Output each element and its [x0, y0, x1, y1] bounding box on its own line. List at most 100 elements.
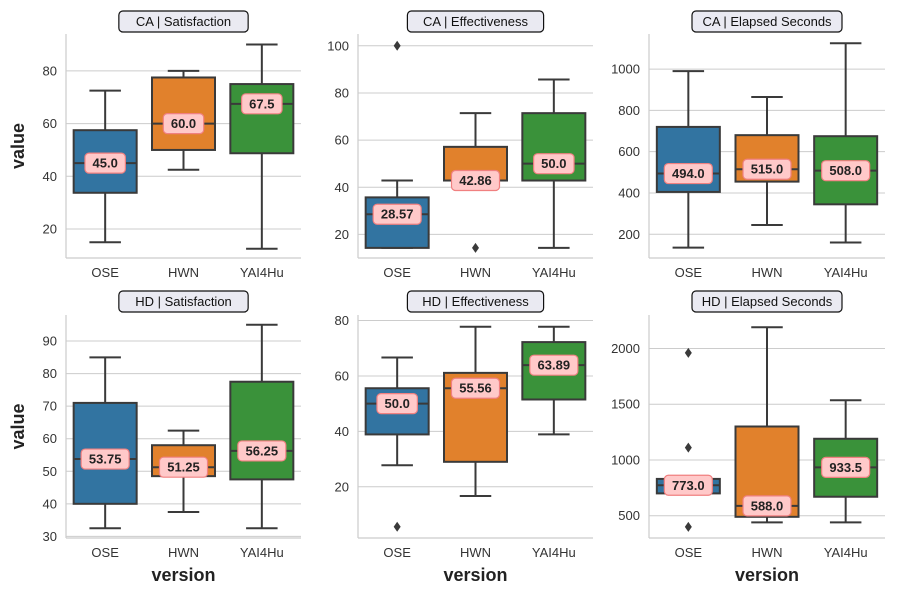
median-label-badge: [821, 456, 871, 478]
median-label: 63.89: [538, 358, 571, 373]
y-tick-label: 80: [43, 63, 57, 78]
y-tick-label: 2000: [611, 341, 640, 356]
y-tick-label: 40: [335, 424, 349, 439]
outlier-point: [393, 40, 401, 51]
box-hwn: 588.0: [734, 326, 800, 524]
y-tick-label: 80: [43, 366, 57, 381]
median-label-badge: [663, 162, 713, 185]
box-hwn: 60.0: [151, 69, 216, 171]
panel-title-badge: [691, 10, 843, 33]
median-label: 50.0: [541, 156, 566, 171]
box-yai4hu: 50.0: [521, 78, 587, 249]
box-yai4hu: 933.5: [813, 399, 879, 524]
box-yai4hu: 67.5: [229, 43, 295, 250]
median-label-badge: [450, 169, 501, 192]
y-axis-title: value: [8, 123, 28, 169]
box-ose: 45.0: [72, 89, 138, 244]
x-tick-label: HWN: [460, 265, 491, 280]
panel-title: HD | Satisfaction: [135, 294, 232, 309]
median-label-badge: [821, 160, 871, 182]
x-tick-label: YAI4Hu: [532, 545, 576, 560]
panel-title-badge: [118, 290, 249, 313]
median-label-badge: [742, 158, 792, 180]
x-axis-title: version: [443, 565, 507, 585]
y-tick-label: 20: [335, 227, 349, 242]
y-tick-label: 1500: [611, 397, 640, 412]
y-tick-label: 50: [43, 464, 57, 479]
outlier-point: [684, 442, 692, 453]
y-tick-label: 100: [327, 38, 349, 53]
panel-title-badge: [118, 10, 249, 33]
y-tick-label: 60: [335, 368, 349, 383]
y-tick-label: 40: [43, 169, 57, 184]
y-tick-label: 1000: [611, 62, 640, 77]
median-label: 53.75: [89, 452, 122, 467]
x-tick-label: HWN: [460, 545, 491, 560]
y-axis-title: value: [8, 403, 28, 449]
panel-title: CA | Elapsed Seconds: [702, 14, 832, 29]
median-label-badge: [376, 393, 418, 415]
x-tick-label: YAI4Hu: [240, 545, 284, 560]
median-label-badge: [237, 440, 287, 462]
median-label: 42.86: [459, 173, 492, 188]
box-yai4hu: 508.0: [813, 42, 879, 244]
box-hwn: 42.86: [443, 112, 508, 253]
panel-title: CA | Effectiveness: [423, 14, 529, 29]
median-label: 45.0: [93, 156, 118, 171]
x-tick-label: HWN: [168, 545, 199, 560]
y-tick-label: 200: [618, 227, 640, 242]
median-label-badge: [663, 474, 713, 496]
x-tick-label: HWN: [751, 265, 782, 280]
median-label-badge: [533, 153, 575, 175]
x-tick-label: OSE: [675, 545, 703, 560]
box-yai4hu: 56.25: [229, 323, 295, 530]
median-label-badge: [450, 377, 501, 399]
x-tick-label: YAI4Hu: [824, 545, 868, 560]
x-tick-label: OSE: [383, 545, 411, 560]
y-tick-label: 40: [335, 180, 349, 195]
x-tick-label: OSE: [91, 265, 119, 280]
panel-4: 20 40 60 80 50.0 55.56 63.89 OSE HWN YAI4Hu HD | E…: [335, 290, 593, 585]
y-tick-label: 70: [43, 399, 57, 414]
outlier-point: [393, 521, 401, 532]
panel-title-badge: [691, 290, 843, 313]
outlier-point: [684, 347, 692, 358]
box-ose: 53.75: [72, 356, 138, 530]
box-yai4hu: 63.89: [521, 325, 587, 436]
median-label-badge: [529, 354, 579, 376]
box-ose: 50.0: [364, 356, 430, 532]
y-tick-label: 90: [43, 334, 57, 349]
outlier-point: [472, 242, 479, 253]
median-label: 494.0: [672, 166, 705, 181]
panel-0: 20 40 60 80 45.0 60.0 67.5 OSE HWN YAI4Hu CA | Sat…: [8, 10, 301, 280]
median-label: 55.56: [459, 381, 492, 396]
box-ose: 494.0: [655, 70, 721, 249]
x-axis-title: version: [151, 565, 215, 585]
panel-1: 20 40 60 80 100 28.57 42.86 50.0 OSE HWN YAI4Hu CA …: [327, 10, 593, 280]
x-tick-label: YAI4Hu: [240, 265, 284, 280]
median-label-badge: [80, 448, 130, 470]
y-tick-label: 80: [335, 85, 349, 100]
x-tick-label: OSE: [383, 265, 411, 280]
y-tick-label: 60: [43, 431, 57, 446]
panel-5: 500 1000 1500 2000 773.0 588.0 933.5 OSE HWN YAI4…: [611, 290, 885, 585]
y-tick-label: 400: [618, 185, 640, 200]
median-label-badge: [84, 152, 126, 174]
panel-2: 200 400 600 800 1000 494.0 515.0 508.0 OSE HWN YAI…: [611, 10, 885, 280]
iqr-box: [229, 83, 295, 155]
box-hwn: 515.0: [734, 95, 800, 226]
median-label: 60.0: [171, 116, 196, 131]
y-tick-label: 800: [618, 103, 640, 118]
box-hwn: 51.25: [151, 429, 216, 513]
y-tick-label: 30: [43, 529, 57, 544]
median-label-badge: [742, 495, 792, 517]
panel-title-badge: [406, 290, 545, 313]
y-tick-label: 1000: [611, 452, 640, 467]
iqr-box: [229, 380, 295, 481]
median-label-badge: [162, 112, 205, 135]
panel-title: HD | Elapsed Seconds: [702, 294, 833, 309]
x-axis-title: version: [735, 565, 799, 585]
panel-title: HD | Effectiveness: [422, 294, 529, 309]
y-tick-label: 60: [43, 116, 57, 131]
panel-3: 30 40 50 60 70 80 90 53.75 51.25 56.25 OSE HWN YAI4H…: [8, 290, 301, 585]
